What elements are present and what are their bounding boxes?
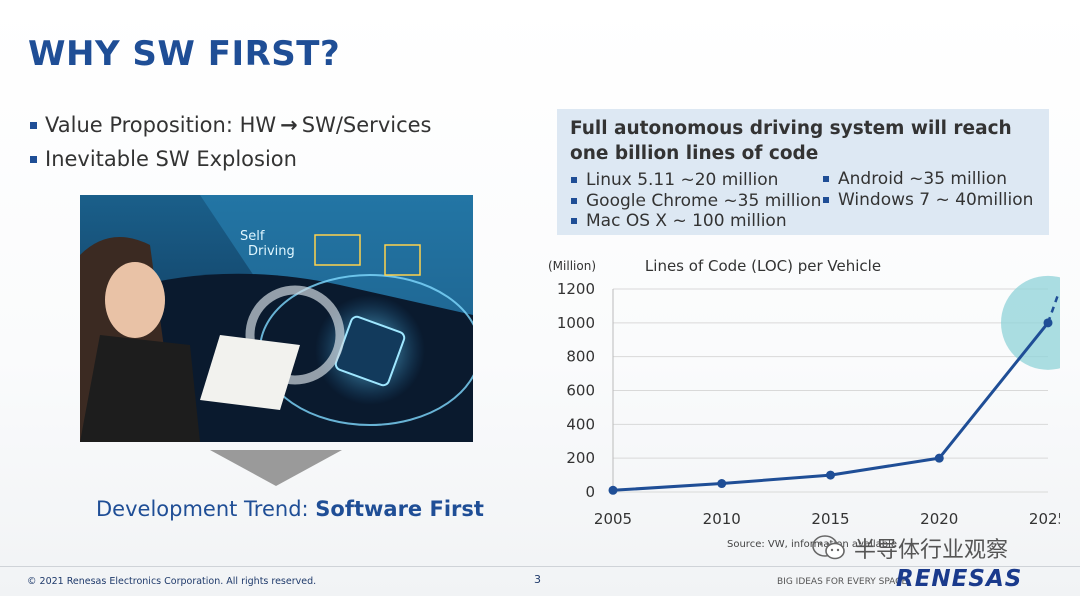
bullet-text: Value Proposition: HW [45,113,277,137]
development-trend: Development Trend: Software First [96,497,484,521]
wechat-icon [812,535,845,560]
tagline: BIG IDEAS FOR EVERY SPACE [777,577,908,587]
list-item-text: Mac OS X ~ 100 million [586,211,787,232]
car-interior-illustration: Self Driving [80,195,473,442]
self-driving-label: Self [240,229,265,244]
loc-list-left: Linux 5.11 ~20 million Google Chrome ~35… [571,170,821,232]
bullet-square-icon [30,155,37,163]
bullet-list: Value Proposition: HW → SW/Services Inev… [30,113,432,181]
loc-list-right: Android ~35 million Windows 7 ~ 40millio… [823,169,1033,210]
info-panel-title: Full autonomous driving system will reac… [570,118,1012,164]
y-tick-label: 1200 [557,280,595,298]
bullet-square-icon [30,121,37,129]
x-tick-label: 2015 [811,510,849,528]
series-line [612,321,1050,492]
data-point [717,479,727,489]
bullet-square-icon [571,197,577,204]
y-tick-label: 200 [566,449,595,467]
list-item-text: Android ~35 million [838,169,1008,190]
down-arrow-icon [210,450,342,486]
y-tick-label: 800 [566,348,595,366]
bullet-value-proposition: Value Proposition: HW → SW/Services [30,113,432,137]
list-item-text: Google Chrome ~35 million [586,190,822,211]
bullet-square-icon [571,177,577,184]
y-tick-label: 1000 [557,314,595,332]
list-item: Mac OS X ~ 100 million [571,211,821,232]
autonomous-car-photo: Self Driving [80,195,473,442]
chart-title: Lines of Code (LOC) per Vehicle [645,257,881,275]
loc-line-chart: Lines of Code (LOC) per Vehicle (Million)… [548,257,1060,528]
y-tick-label: 600 [566,382,595,400]
projection-line [1046,291,1060,324]
arrow-right-icon: → [280,113,298,137]
info-panel: Full autonomous driving system will reac… [557,109,1049,235]
y-axis-label: (Million) [548,259,596,273]
renesas-logo: RENESAS [896,566,1023,592]
footer-divider [0,566,1080,567]
list-item-text: Linux 5.11 ~20 million [586,170,779,191]
dev-trend-prefix: Development Trend: [96,497,316,521]
copyright: © 2021 Renesas Electronics Corporation. … [27,576,317,587]
list-item: Windows 7 ~ 40million [823,190,1033,211]
bullet-square-icon [823,196,829,203]
y-tick-label: 400 [566,415,595,433]
list-item: Android ~35 million [823,169,1033,190]
list-item: Linux 5.11 ~20 million [571,170,821,191]
data-point [1043,318,1053,328]
watermark-text: 半导体行业观察 [854,538,1009,563]
x-tick-label: 2010 [703,510,741,528]
data-point [934,453,944,463]
page-number: 3 [534,573,541,586]
bullet-text: SW/Services [301,113,432,137]
list-item-text: Windows 7 ~ 40million [838,189,1034,210]
bullet-square-icon [571,218,577,225]
y-tick-label: 0 [585,483,595,501]
data-point [826,470,835,480]
data-point [608,485,618,495]
chart-source: Source: VW, information available [727,539,898,550]
dev-trend-bold: Software First [315,497,484,521]
bullet-square-icon [823,176,829,183]
list-item: Google Chrome ~35 million [571,191,821,212]
watermark: 半导体行业观察 [812,532,1008,564]
bullet-text: Inevitable SW Explosion [45,147,297,171]
x-tick-label: 2020 [920,510,958,528]
bullet-sw-explosion: Inevitable SW Explosion [30,147,432,171]
x-tick-label: 2005 [594,510,632,528]
x-tick-label: 2025 [1029,510,1060,528]
highlight-circle [1001,275,1060,370]
slide-title: WHY SW FIRST? [28,34,341,74]
self-driving-label: Driving [248,244,295,259]
